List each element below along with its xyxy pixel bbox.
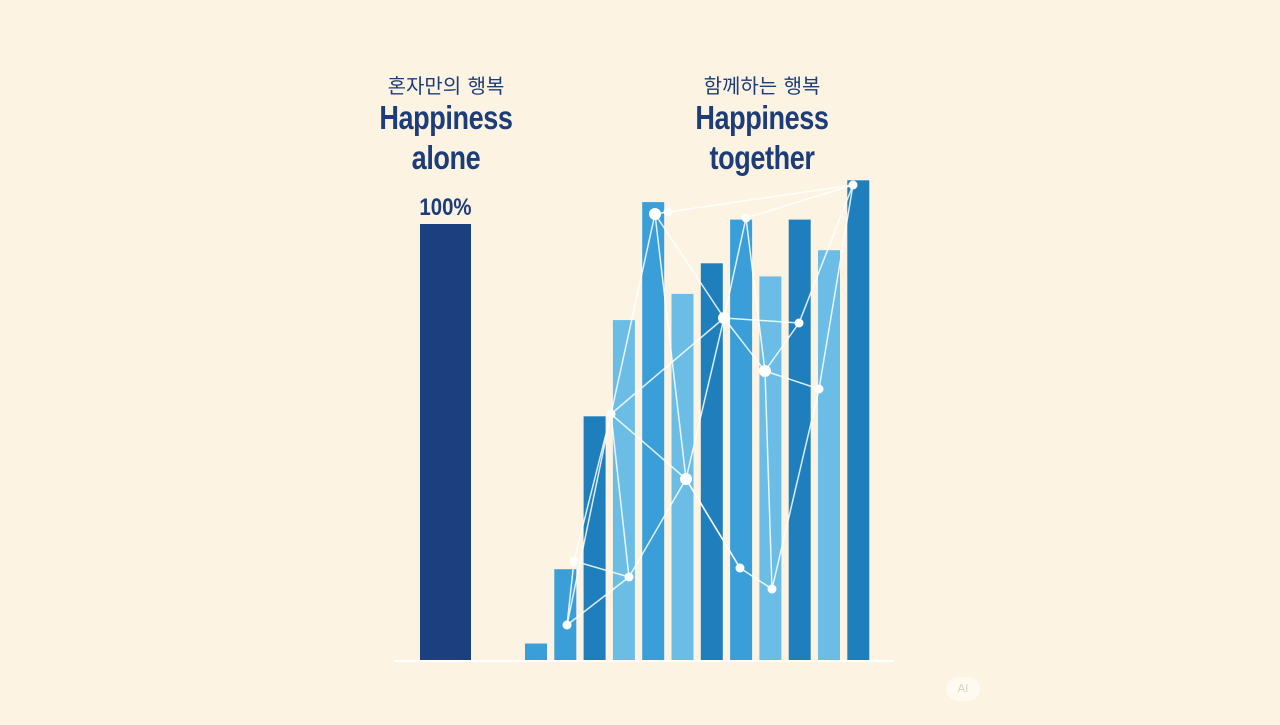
network-edge [723,317,800,324]
network-node [741,213,751,223]
network-edge [667,184,854,213]
network-node [735,563,745,573]
network-node [718,312,730,324]
network-edge [723,317,766,372]
network-node [562,620,572,630]
data-label-alone: 100% [419,193,471,220]
heading-together: 함께하는 행복 Happiness together [622,74,902,178]
network-edge [745,184,854,219]
network-node [663,207,673,217]
bar-together-11 [818,250,840,661]
network-edge [610,413,630,578]
network-node [569,556,579,566]
bar-together-2 [554,569,577,661]
network-node [759,365,771,377]
network-edge [764,322,800,372]
network-edge [610,213,656,415]
network-edge [628,478,687,578]
data-labels-layer: 100% [419,193,471,220]
bar-alone [420,224,471,661]
network-node [767,584,777,594]
network-edge [723,217,747,319]
network-edge [566,413,612,626]
network-node [606,409,616,419]
network-node [794,318,804,328]
network-edge [745,217,766,372]
network-edge [818,184,854,390]
network-edge [566,576,630,626]
heading-alone: 혼자만의 행복 Happiness alone [326,74,566,178]
network-edge [654,213,725,319]
network-edge [685,478,741,569]
network-node [680,473,692,485]
network-edge [610,413,687,480]
heading-together-korean: 함께하는 행복 [703,74,821,98]
heading-alone-english: Happiness alone [379,99,513,176]
network-edge [764,370,820,390]
network-edge [573,413,612,562]
network-edge [739,567,773,590]
network-edge [566,560,575,626]
network-overlay [562,180,858,630]
network-node [814,384,824,394]
network-node [624,572,634,582]
bar-together-7 [700,263,723,661]
network-node [848,180,858,190]
network-edge [764,370,773,590]
heading-alone-korean: 혼자만의 행복 [387,74,505,98]
bar-together-1 [525,643,547,661]
bar-together-12 [847,180,870,662]
network-node [649,208,661,220]
network-edge [654,213,687,480]
network-edge [771,388,820,590]
watermark-badge: AI [946,677,980,701]
heading-together-english: Happiness together [695,99,829,176]
network-edge [573,560,630,578]
network-edge [798,184,854,324]
network-edge [610,317,725,415]
bar-together-8 [730,219,753,661]
bar-together-5 [642,202,665,661]
bar-together-4 [612,320,635,661]
network-edge [685,317,725,480]
bars-layer [420,180,870,662]
bar-together-9 [759,276,782,661]
